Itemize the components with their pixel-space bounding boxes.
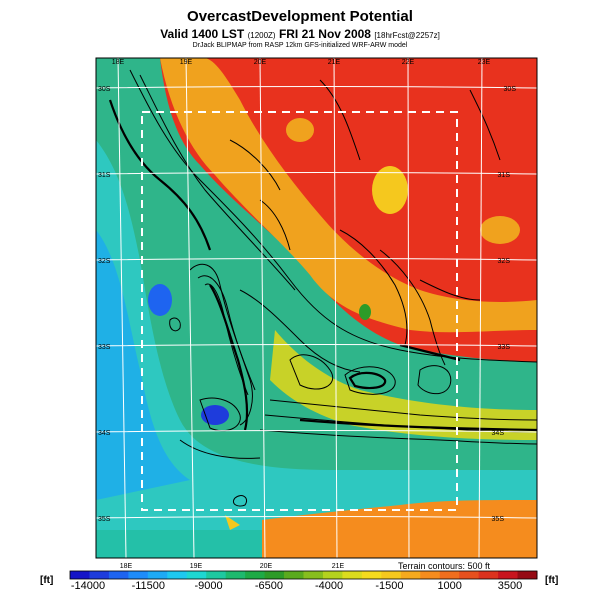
- field-blue-zone: [96, 230, 190, 500]
- colorbar-swatch: [381, 571, 402, 579]
- field-hotspot: [372, 166, 408, 214]
- colorbar-swatch: [89, 571, 110, 579]
- colorbar-frame: [69, 570, 538, 580]
- lon-label-bottom: 20E: [260, 563, 273, 570]
- field-coldspot: [148, 284, 172, 316]
- lat-label-right: 30S: [504, 86, 517, 93]
- colorbar-swatch: [284, 571, 304, 579]
- valid-zulu: (1200Z): [247, 31, 276, 40]
- model-credit: DrJack BLIPMAP from RASP 12km GFS-initia…: [192, 42, 408, 49]
- colorbar-swatch: [342, 571, 363, 579]
- grid-labels: 18E 19E 20E 21E 22E 23E 18E 19E 20E 21E …: [98, 59, 516, 570]
- field-orange-band: [160, 58, 537, 333]
- lat-label-left: 32S: [98, 258, 111, 265]
- lat-label-left: 31S: [98, 172, 111, 179]
- colorbar-tick-label: 3500: [497, 580, 523, 592]
- colorbar-swatch: [147, 571, 168, 579]
- lat-label-right: 33S: [498, 344, 511, 351]
- colorbar-tick-label: -1500: [375, 580, 404, 592]
- colorbar-swatch: [420, 571, 441, 579]
- colorbar: [69, 570, 538, 580]
- colorbar-swatch: [322, 571, 343, 579]
- field-hotspot: [480, 216, 520, 244]
- lon-label-bottom: 18E: [120, 563, 133, 570]
- field-coldspot: [201, 405, 229, 425]
- valid-date: FRI 21 Nov 2008: [278, 27, 371, 41]
- lon-label-top: 20E: [254, 59, 267, 66]
- forecast-tag: [18hrFcst@2257z]: [374, 31, 440, 40]
- colorbar-swatch: [225, 571, 246, 579]
- lat-label-left: 35S: [98, 516, 111, 523]
- colorbar-swatch: [186, 571, 207, 579]
- field-south-cyan: [96, 530, 262, 558]
- lat-label-left: 30S: [98, 86, 111, 93]
- map-field: [96, 58, 537, 558]
- colorbar-swatch: [400, 571, 421, 579]
- map-title: OvercastDevelopment Potential: [187, 8, 413, 25]
- lon-label-top: 22E: [402, 59, 415, 66]
- colorbar-swatch: [439, 571, 460, 579]
- field-hotspot: [286, 118, 314, 142]
- lon-label-bottom: 19E: [190, 563, 203, 570]
- colorbar-swatch: [70, 571, 90, 579]
- colorbar-tick-label: 1000: [437, 580, 462, 592]
- colorbar-swatch: [517, 571, 538, 579]
- colorbar-swatch: [303, 571, 324, 579]
- colorbar-tick-label: -4000: [315, 580, 344, 592]
- inner-domain-box: [141, 111, 458, 511]
- lon-label-top: 18E: [112, 59, 125, 66]
- valid-time: Valid 1400 LST: [160, 27, 245, 41]
- colorbar-tick-label: -14000: [70, 580, 106, 592]
- terrain-contours-bold: [108, 99, 537, 432]
- lon-label-top: 19E: [180, 59, 193, 66]
- lat-label-left: 33S: [98, 344, 111, 351]
- colorbar-swatch: [167, 571, 188, 579]
- lon-label-top: 23E: [478, 59, 491, 66]
- field-south-orange: [262, 500, 537, 558]
- map-frame: [95, 57, 538, 559]
- lon-label-bottom: 21E: [332, 563, 345, 570]
- field-cyan-zone: [96, 140, 537, 558]
- lat-label-right: 32S: [498, 258, 511, 265]
- field-coldspot: [359, 304, 371, 320]
- lat-lon-grid: [96, 58, 537, 558]
- lat-label-right: 34S: [492, 430, 505, 437]
- field-yellow-band: [270, 330, 537, 440]
- lon-label-top: 21E: [328, 59, 341, 66]
- valid-time-line: Valid 1400 LST (1200Z) FRI 21 Nov 2008 […: [0, 27, 600, 41]
- colorbar-swatch: [264, 571, 285, 579]
- colorbar-swatch: [361, 571, 382, 579]
- colorbar-tick-label: -6500: [254, 580, 283, 592]
- lat-label-right: 31S: [498, 172, 511, 179]
- colorbar-swatch: [478, 571, 499, 579]
- colorbar-swatch: [206, 571, 227, 579]
- colorbar-swatch: [108, 571, 129, 579]
- colorbar-tick-label: -9000: [194, 580, 223, 592]
- colorbar-swatch: [128, 571, 149, 579]
- colorbar-swatch: [459, 571, 480, 579]
- field-patch: [225, 515, 240, 530]
- colorbar-swatch: [498, 571, 519, 579]
- lat-label-right: 35S: [492, 516, 505, 523]
- colorbar-tick-label: -11500: [131, 580, 166, 592]
- lat-label-left: 34S: [98, 430, 111, 437]
- terrain-note: Terrain contours: 500 ft: [398, 561, 491, 571]
- colorbar-unit-right: [ft]: [545, 575, 559, 586]
- colorbar-swatch: [245, 571, 266, 579]
- colorbar-unit-left: [ft]: [40, 575, 54, 586]
